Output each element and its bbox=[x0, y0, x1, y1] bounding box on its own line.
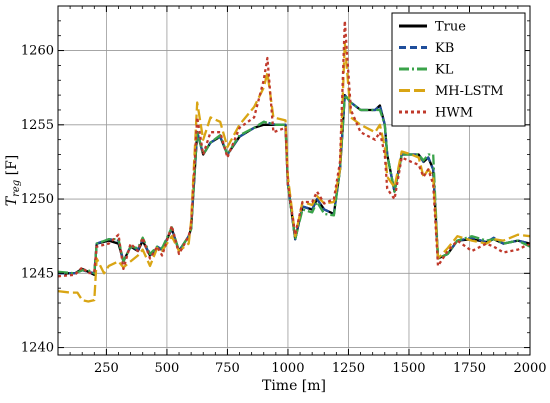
series-line-mh-lstm bbox=[57, 41, 531, 303]
legend: True KB KL MH-LSTM HWM bbox=[391, 12, 526, 127]
y-tick-label: 1260 bbox=[21, 44, 54, 59]
legend-label: KL bbox=[435, 63, 454, 78]
x-tick-label: 1000 bbox=[271, 361, 304, 376]
y-tick-label: 1240 bbox=[21, 341, 54, 356]
y-axis-label: Treg [F] bbox=[4, 155, 22, 207]
y-axis-label-sub: reg bbox=[11, 180, 22, 197]
series-lines bbox=[57, 19, 531, 303]
x-tick-label: 750 bbox=[215, 361, 240, 376]
y-tick-label: 1255 bbox=[21, 118, 54, 133]
x-tick-label: 250 bbox=[94, 361, 119, 376]
x-tick-label: 500 bbox=[155, 361, 180, 376]
legend-label: True bbox=[435, 20, 466, 35]
plot-frame bbox=[57, 5, 531, 356]
x-tick-label: 1750 bbox=[453, 361, 486, 376]
x-tick-label: 1250 bbox=[332, 361, 365, 376]
x-tick-label: 1500 bbox=[392, 361, 425, 376]
legend-box bbox=[391, 12, 526, 127]
legend-label: HWM bbox=[435, 106, 473, 121]
y-tick-label: 1250 bbox=[21, 192, 54, 207]
y-tick-label: 1245 bbox=[21, 266, 54, 281]
x-axis-label: Time [m] bbox=[262, 378, 326, 394]
y-axis-label-unit: [F] bbox=[4, 155, 20, 180]
y-axis-label-main: T bbox=[4, 195, 20, 206]
x-tick-label: 2000 bbox=[513, 361, 546, 376]
legend-label: MH-LSTM bbox=[435, 84, 504, 99]
series-line-hwm bbox=[57, 19, 531, 278]
ticks: 250 500 750 1000 1250 1500 1750 2000 1240 1245 125… bbox=[21, 6, 547, 376]
legend-label: KB bbox=[435, 41, 454, 56]
